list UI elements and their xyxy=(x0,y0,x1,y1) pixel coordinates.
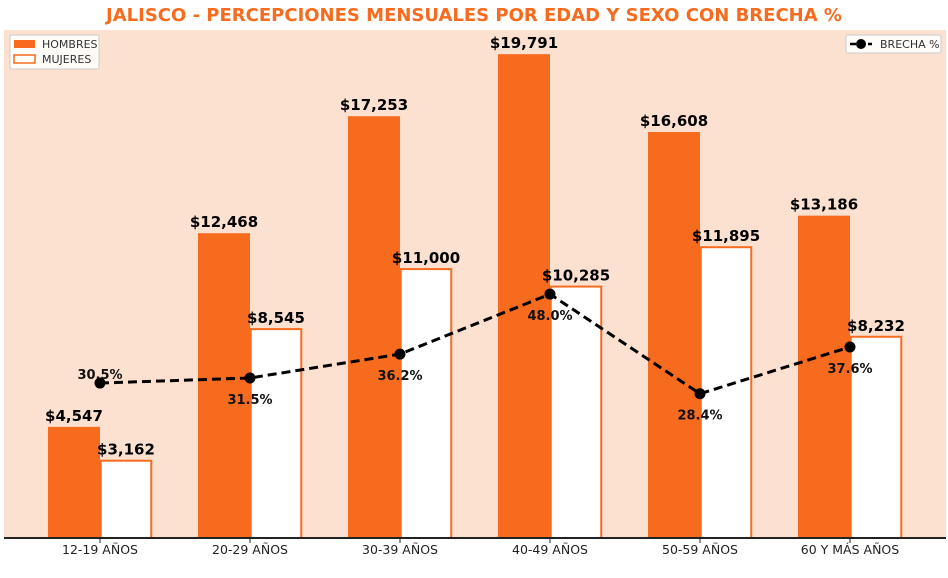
data-label-mujeres: $11,000 xyxy=(392,249,460,267)
legend-line: BRECHA % xyxy=(845,34,942,54)
legend-label-hombres: HOMBRES xyxy=(42,38,98,51)
brecha-label: 48.0% xyxy=(527,309,572,324)
data-label-hombres: $19,791 xyxy=(490,34,558,52)
plot-area xyxy=(4,30,946,538)
bar-mujeres xyxy=(549,285,603,539)
data-label-hombres: $17,253 xyxy=(340,96,408,114)
data-label-hombres: $13,186 xyxy=(790,196,858,214)
brecha-label: 36.2% xyxy=(377,369,422,384)
bar-hombres xyxy=(198,233,250,538)
data-label-mujeres: $10,285 xyxy=(542,267,610,285)
x-tick-label: 60 Y MÁS AÑOS xyxy=(801,542,899,557)
bar-mujeres xyxy=(99,459,153,539)
brecha-point xyxy=(694,388,706,400)
bar-hombres xyxy=(648,131,700,538)
brecha-point xyxy=(94,377,106,389)
legend-swatch-mujeres xyxy=(13,54,36,64)
brecha-label: 31.5% xyxy=(227,393,272,408)
bar-hombres xyxy=(348,116,400,539)
legend-bars: HOMBRES MUJERES xyxy=(9,34,100,70)
bar-mujeres xyxy=(249,328,303,539)
brecha-label: 30.5% xyxy=(77,368,122,383)
bar-hombres xyxy=(48,426,100,538)
bar-mujeres xyxy=(399,268,453,539)
brecha-point xyxy=(844,341,856,353)
legend-swatch-hombres xyxy=(14,40,35,48)
brecha-label: 37.6% xyxy=(827,362,872,377)
data-label-hombres: $16,608 xyxy=(640,112,708,130)
x-tick-label: 20-29 AÑOS xyxy=(212,542,288,557)
x-tick-label: 30-39 AÑOS xyxy=(362,542,438,557)
data-label-mujeres: $11,895 xyxy=(692,227,760,245)
data-label-mujeres: $8,545 xyxy=(247,309,305,327)
data-label-mujeres: $8,232 xyxy=(847,317,905,335)
x-tick-label: 12-19 AÑOS xyxy=(62,542,138,557)
brecha-line xyxy=(99,292,851,396)
bar-hombres xyxy=(798,215,850,539)
legend-label-brecha: BRECHA % xyxy=(880,38,940,51)
x-tick-label: 50-59 AÑOS xyxy=(662,542,738,557)
brecha-point xyxy=(544,288,556,300)
brecha-point xyxy=(394,348,406,360)
data-label-mujeres: $3,162 xyxy=(97,441,155,459)
data-label-hombres: $12,468 xyxy=(190,213,258,231)
brecha-label: 28.4% xyxy=(677,409,722,424)
x-tick-label: 40-49 AÑOS xyxy=(512,542,588,557)
brecha-point xyxy=(244,372,256,384)
data-label-hombres: $4,547 xyxy=(45,407,103,425)
legend-label-mujeres: MUJERES xyxy=(42,53,91,66)
chart-title: JALISCO - PERCEPCIONES MENSUALES POR EDA… xyxy=(104,5,842,26)
